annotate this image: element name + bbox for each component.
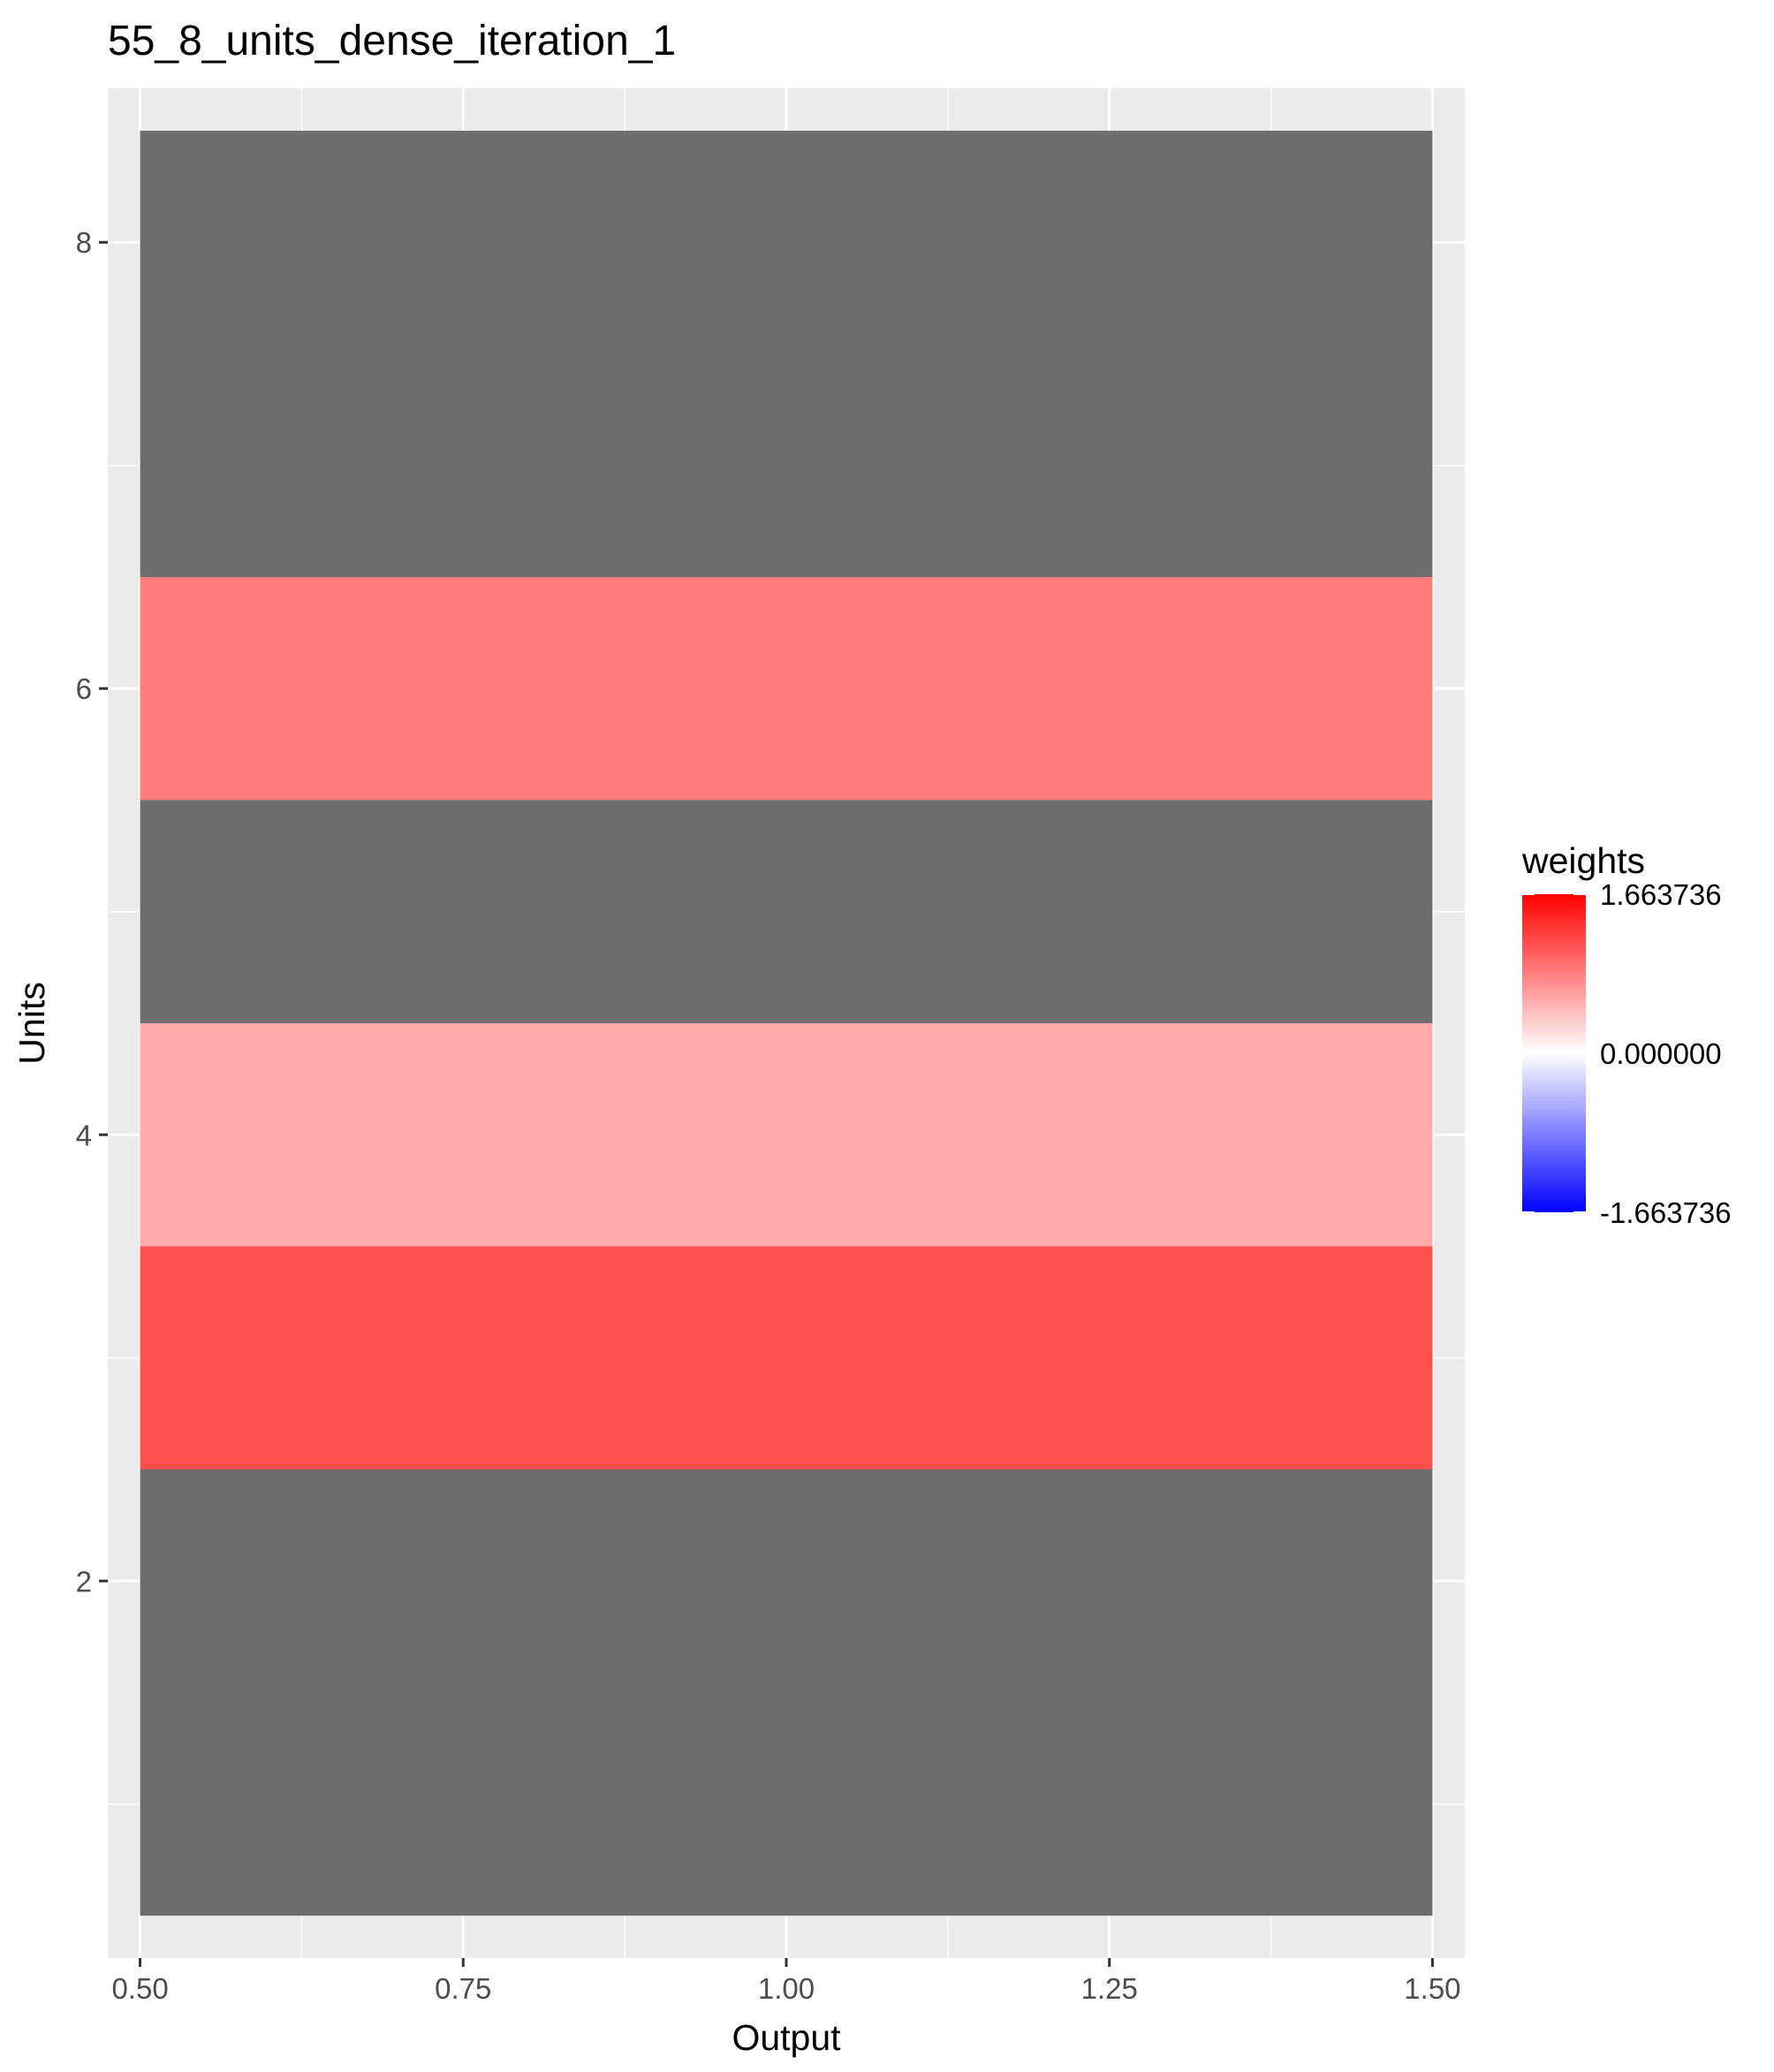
x-tick-label: 1.25 — [1081, 1972, 1138, 2005]
legend-label: 1.663736 — [1600, 878, 1722, 911]
heatmap-tile-unit-1 — [140, 1692, 1433, 1916]
x-axis: 0.50 0.75 1.00 1.25 1.50 — [111, 1958, 1461, 2005]
y-tick-label: 8 — [76, 226, 92, 259]
heatmap-tile-unit-3 — [140, 1246, 1433, 1470]
chart-title: 55_8_units_dense_iteration_1 — [108, 18, 676, 65]
legend-label: 0.000000 — [1600, 1037, 1722, 1070]
heatmap-tile-unit-2 — [140, 1469, 1433, 1693]
x-tick-label: 1.00 — [758, 1972, 815, 2005]
y-tick-label: 6 — [76, 672, 92, 705]
heatmap-tile-unit-7 — [140, 353, 1433, 577]
legend-title: weights — [1521, 840, 1645, 881]
x-tick-label: 0.50 — [111, 1972, 168, 2005]
legend-label: -1.663736 — [1600, 1196, 1732, 1229]
y-axis: 2 4 6 8 — [76, 226, 108, 1598]
legend-ticks: 1.663736 0.000000 -1.663736 — [1522, 878, 1732, 1229]
y-tick-label: 4 — [76, 1119, 92, 1151]
y-tick-label: 2 — [76, 1565, 92, 1598]
y-axis-title: Units — [11, 982, 52, 1064]
heatmap-tile-unit-5 — [140, 800, 1433, 1023]
heatmap-tile-unit-6 — [140, 576, 1433, 801]
x-tick-label: 0.75 — [435, 1972, 491, 2005]
x-tick-label: 1.50 — [1404, 1972, 1460, 2005]
x-axis-title: Output — [732, 2017, 841, 2058]
heatmap-tile-unit-8 — [140, 130, 1433, 354]
heatmap-tile-unit-4 — [140, 1023, 1433, 1247]
color-legend: weights 1.663736 0.000000 -1.663736 — [1521, 840, 1732, 1229]
heatmap-tiles — [140, 130, 1433, 1916]
